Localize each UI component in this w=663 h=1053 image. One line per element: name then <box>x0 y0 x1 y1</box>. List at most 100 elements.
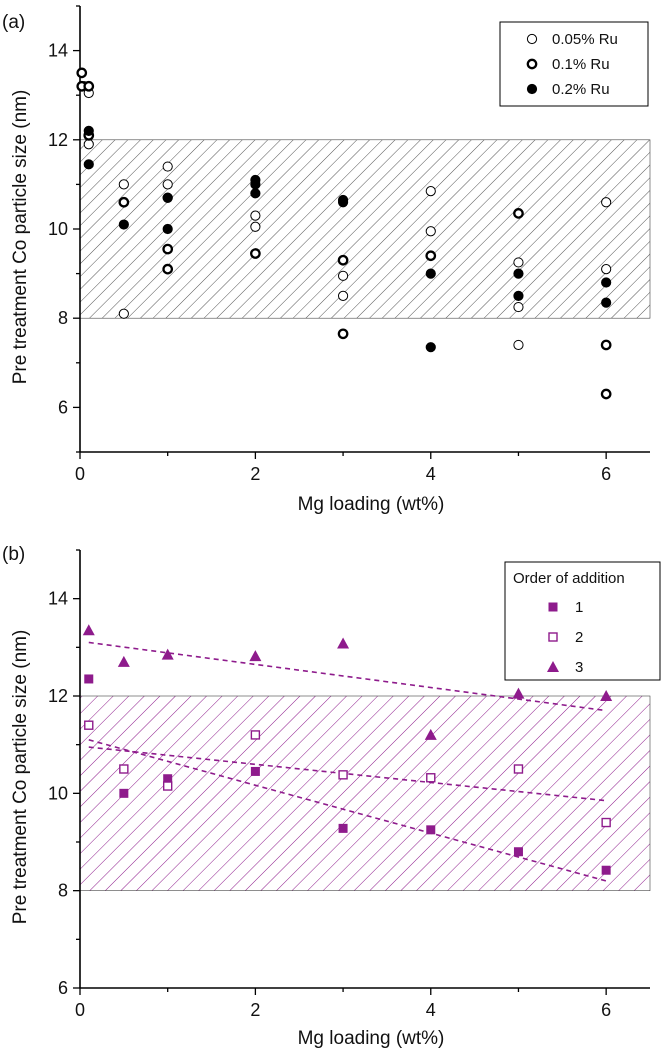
series-0-1-ru <box>76 67 612 400</box>
data-point <box>162 263 174 275</box>
data-point <box>337 270 349 281</box>
data-point <box>250 188 261 199</box>
data-point <box>338 770 348 780</box>
data-point <box>118 219 129 230</box>
data-point <box>162 223 173 235</box>
x-tick-label: 4 <box>426 1000 436 1020</box>
data-point <box>162 161 173 172</box>
data-point <box>250 730 261 740</box>
legend-marker-0-2-ru <box>526 83 538 95</box>
data-point <box>601 297 612 308</box>
legend-box <box>504 561 661 681</box>
data-point <box>117 655 130 667</box>
data-point <box>250 221 261 232</box>
x-tick-label: 4 <box>426 464 436 484</box>
data-point <box>600 339 612 351</box>
shaded-band <box>79 695 651 891</box>
panel-label: (a) <box>2 12 25 33</box>
data-point <box>118 308 129 319</box>
y-tick-label: 6 <box>58 397 68 417</box>
legend-label: 1 <box>575 599 583 616</box>
y-tick-label: 12 <box>48 130 68 150</box>
legend-label: 0.2% Ru <box>552 81 610 98</box>
data-point <box>162 179 173 190</box>
data-point <box>250 179 261 190</box>
data-point <box>162 781 173 791</box>
data-point <box>118 196 130 208</box>
data-point <box>426 825 436 835</box>
data-point <box>601 817 611 828</box>
data-point <box>424 728 437 740</box>
series-3 <box>82 624 613 740</box>
data-point <box>600 690 613 701</box>
data-point <box>83 80 95 92</box>
data-point <box>250 766 260 776</box>
data-point <box>601 865 611 875</box>
legend-marker-3 <box>547 661 559 672</box>
y-tick-label: 14 <box>48 589 68 609</box>
x-tick-label: 6 <box>601 464 611 484</box>
legend-label: 0.05% Ru <box>552 31 618 48</box>
trendline-series-3 <box>88 641 607 712</box>
y-axis-title: Pre treatment Co particle size (nm) <box>10 630 31 925</box>
data-point <box>84 720 94 730</box>
data-point <box>337 290 349 301</box>
legend-marker-0-1-ru <box>526 58 538 70</box>
x-tick-label: 2 <box>250 464 260 484</box>
data-point <box>512 687 525 699</box>
data-point <box>76 67 88 79</box>
data-point <box>600 388 612 400</box>
x-axis-title: Mg loading (wt%) <box>298 494 445 515</box>
data-point <box>513 268 524 279</box>
shaded-band <box>79 139 651 319</box>
data-point <box>161 648 174 660</box>
y-tick-label: 10 <box>48 219 68 239</box>
data-point <box>337 637 350 649</box>
x-tick-label: 0 <box>75 464 85 484</box>
data-point <box>513 257 524 268</box>
data-point <box>425 342 436 353</box>
x-tick-label: 6 <box>601 1000 611 1020</box>
data-point <box>426 773 436 783</box>
series-0-2-ru <box>83 125 612 353</box>
data-point <box>163 774 173 784</box>
legend-title: Order of addition <box>513 570 625 587</box>
data-point <box>83 159 94 170</box>
data-point <box>337 197 349 208</box>
y-tick-label: 10 <box>48 783 68 803</box>
x-tick-label: 2 <box>250 1000 260 1020</box>
data-point <box>513 208 524 219</box>
data-point <box>513 339 524 351</box>
data-point <box>425 226 436 237</box>
data-point <box>250 210 261 221</box>
data-point <box>84 674 94 684</box>
data-point <box>337 254 349 266</box>
series-1 <box>84 674 611 875</box>
legend-marker-1 <box>548 602 558 612</box>
data-point <box>513 301 524 313</box>
data-point <box>83 125 94 136</box>
data-point <box>162 243 174 255</box>
legend-marker-2 <box>548 632 558 642</box>
data-point <box>601 197 612 208</box>
data-point <box>338 823 348 833</box>
data-point <box>250 248 261 259</box>
data-point <box>337 328 349 340</box>
data-point <box>513 290 524 301</box>
legend-label: 2 <box>575 629 583 646</box>
panel-a: 0 2 4 6 6 8 10 12 14 Mg loading (wt%) Pre treatmen… <box>2 5 651 515</box>
data-point <box>119 764 129 774</box>
y-tick-label: 12 <box>48 686 68 706</box>
data-point <box>119 788 129 798</box>
y-tick-label: 8 <box>58 308 68 328</box>
data-point <box>425 250 437 262</box>
trendline-series-2 <box>88 746 607 802</box>
legend-box <box>499 21 649 107</box>
legend-marker-0-05-ru <box>526 33 538 45</box>
y-tick-label: 14 <box>48 41 68 61</box>
data-point <box>162 192 173 203</box>
data-point <box>425 268 436 279</box>
data-point <box>513 764 524 774</box>
x-axis-title: Mg loading (wt%) <box>298 1028 445 1049</box>
